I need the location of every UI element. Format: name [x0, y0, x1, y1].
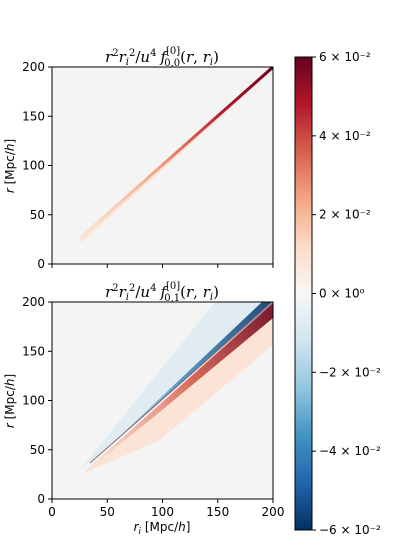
panel-bottom-xlabel: ri [Mpc/h] — [134, 520, 191, 537]
panel-top-ytick-label: 100 — [22, 159, 45, 173]
panel-top-ylabel: r [Mpc/h] — [3, 139, 17, 193]
panel-bottom: 0 50 100 150 200 0 50 100 150 200 r2ri2/u4 f[0] 0,… — [3, 281, 284, 537]
panel-bottom-diagonal-core — [89, 302, 273, 464]
colorbar-tick-label: −2 × 10⁻² — [319, 365, 381, 379]
colorbar-tick-label: 2 × 10⁻² — [319, 208, 371, 222]
panel-top-ytick-label: 0 — [37, 257, 45, 271]
panel-bottom-ytick-label: 150 — [22, 344, 45, 358]
panel-top-ytick-label: 150 — [22, 109, 45, 123]
panel-bottom-xtick-label: 50 — [100, 505, 115, 519]
panel-bottom-ytick-label: 50 — [30, 443, 45, 457]
colorbar-tick-label: −6 × 10⁻² — [319, 523, 381, 537]
colorbar-ticks: 6 × 10⁻² 4 × 10⁻² 2 × 10⁻² 0 × 10⁰ −2 × 10⁻²… — [312, 50, 381, 537]
panel-top-yaxis: 0 50 100 150 200 — [22, 60, 52, 271]
panel-bottom-yaxis: 0 50 100 150 200 — [22, 295, 52, 506]
panel-top: 0 50 100 150 200 r2ri2/u4 f[0] 0,0(r, ri) r [M… — [3, 46, 274, 271]
panel-bottom-xtick-label: 150 — [206, 505, 229, 519]
panel-top-xaxis — [51, 264, 274, 268]
colorbar-tick-label: 6 × 10⁻² — [319, 50, 371, 64]
panel-top-title: r2ri2/u4 f[0] 0,0(r, ri) — [105, 46, 219, 69]
colorbar-gradient — [294, 56, 313, 531]
panel-bottom-positive-band — [82, 303, 273, 474]
colorbar: 6 × 10⁻² 4 × 10⁻² 2 × 10⁻² 0 × 10⁰ −2 × 10⁻²… — [294, 50, 381, 537]
panel-bottom-xtick-label: 0 — [48, 505, 56, 519]
panel-top-ytick-label: 50 — [30, 208, 45, 222]
panel-bottom-xtick-label: 100 — [151, 505, 174, 519]
colorbar-tick-label: 4 × 10⁻² — [319, 129, 371, 143]
panel-bottom-ytick-label: 0 — [37, 492, 45, 506]
colorbar-tick-label: −4 × 10⁻² — [319, 444, 381, 458]
panel-bottom-xtick-label: 200 — [262, 505, 285, 519]
panel-bottom-xaxis: 0 50 100 150 200 — [48, 499, 284, 519]
panel-bottom-ylabel: r [Mpc/h] — [3, 374, 17, 428]
panel-top-diagonal-band — [79, 67, 273, 240]
panel-bottom-ytick-label: 100 — [22, 394, 45, 408]
panel-bottom-ytick-label: 200 — [22, 295, 45, 309]
panel-top-ytick-label: 200 — [22, 60, 45, 74]
panel-bottom-title: r2ri2/u4 f[0] 0,1(r, ri) — [105, 281, 219, 304]
colorbar-tick-label: 0 × 10⁰ — [319, 287, 365, 301]
